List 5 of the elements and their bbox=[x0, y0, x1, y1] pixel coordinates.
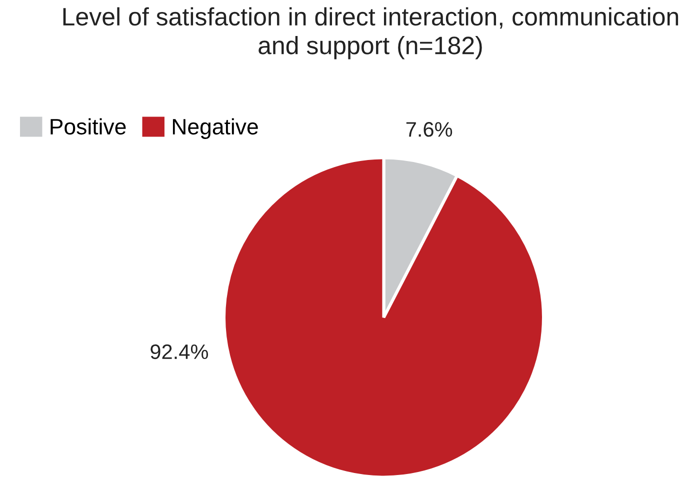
data-label: 92.4% bbox=[150, 344, 208, 360]
data-label: 7.6% bbox=[406, 122, 452, 137]
chart-title: Level of satisfaction in direct interaction, communication and support (n=182) bbox=[63, 7, 678, 60]
legend-label: Positive bbox=[50, 118, 126, 135]
legend-label: Negative bbox=[172, 118, 258, 139]
